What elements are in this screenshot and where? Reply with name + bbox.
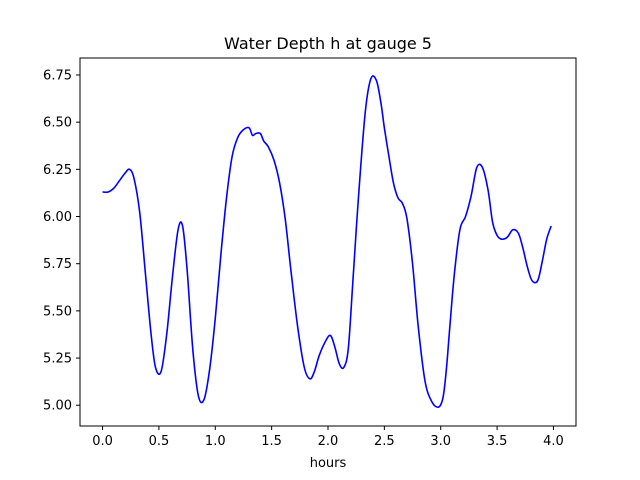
x-tick-label: 2.5	[374, 434, 395, 449]
x-tick-label: 0.5	[149, 434, 170, 449]
y-tick-label: 6.00	[43, 210, 72, 225]
x-tick-label: 3.5	[487, 434, 508, 449]
y-tick-label: 6.50	[43, 116, 72, 131]
y-axis: 5.00 5.25 5.50 5.75 6.00 6.25 6.50 6.75	[43, 68, 80, 414]
x-tick-label: 2.0	[318, 434, 339, 449]
x-tick-label: 4.0	[543, 434, 564, 449]
x-tick-label: 1.0	[205, 434, 226, 449]
x-tick-label: 3.0	[430, 434, 451, 449]
chart-title: Water Depth h at gauge 5	[224, 34, 432, 53]
y-tick-label: 5.50	[43, 304, 72, 319]
x-tick-label: 1.5	[261, 434, 282, 449]
data-line-gauge-5	[102, 75, 552, 409]
x-tick-label: 0.0	[92, 434, 113, 449]
y-tick-label: 6.75	[43, 68, 72, 83]
y-tick-label: 6.25	[43, 163, 72, 178]
x-axis: 0.0 0.5 1.0 1.5 2.0 2.5 3.0 3.5 4.0	[92, 426, 564, 449]
y-tick-label: 5.00	[43, 399, 72, 414]
y-tick-label: 5.25	[43, 352, 72, 367]
x-axis-label: hours	[310, 456, 347, 471]
y-tick-label: 5.75	[43, 257, 72, 272]
